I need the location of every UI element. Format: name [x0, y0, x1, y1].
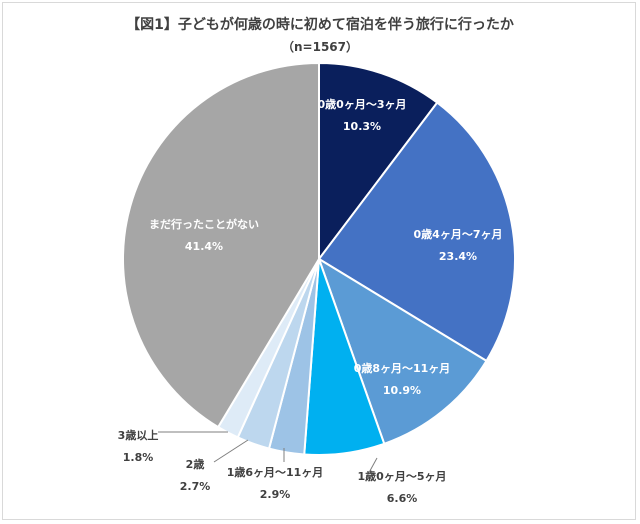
chart-subtitle: （n=1567）	[282, 40, 358, 54]
slice-value-label: 2.9%	[260, 488, 291, 501]
chart-title: 【図1】子どもが何歳の時に初めて宿泊を伴う旅行に行ったか	[126, 17, 514, 33]
slice-category-label: 0歳8ヶ月～11ヶ月	[354, 361, 451, 375]
pie-slice	[318, 61, 439, 262]
slice-value-label: 10.9%	[383, 384, 421, 397]
chart-frame	[2, 2, 636, 520]
slice-value-label: 6.6%	[387, 492, 418, 505]
pie-slice	[122, 61, 320, 429]
slice-value-label: 10.3%	[343, 120, 381, 133]
slice-category-label: 0歳0ヶ月～3ヶ月	[318, 97, 407, 111]
pie-slice	[317, 101, 516, 363]
slice-category-label: 1歳6ヶ月～11ヶ月	[227, 465, 324, 479]
slice-category-label: 1歳0ヶ月～5ヶ月	[358, 469, 447, 483]
pie-slice	[317, 256, 488, 446]
slice-category-label: 2歳	[186, 457, 205, 471]
slice-value-label: 1.8%	[123, 451, 154, 464]
slice-category-label: 0歳4ヶ月～7ヶ月	[414, 227, 503, 241]
slice-category-label: まだ行ったことがない	[149, 217, 259, 231]
leader-line	[213, 439, 249, 463]
slice-category-label: 3歳以上	[118, 428, 159, 442]
slice-value-label: 2.7%	[180, 480, 211, 493]
slice-value-label: 41.4%	[185, 240, 223, 253]
leader-line	[365, 457, 378, 479]
slice-value-label: 23.4%	[439, 250, 477, 263]
